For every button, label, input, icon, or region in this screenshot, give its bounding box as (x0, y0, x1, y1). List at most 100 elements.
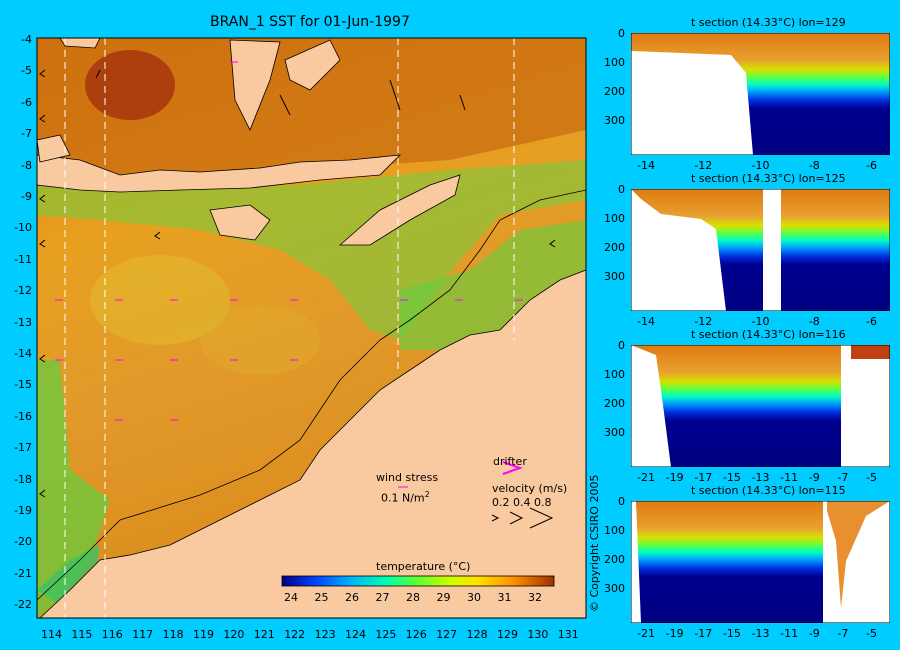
section-y-tick: 300 (604, 582, 625, 595)
section-y-tick: 300 (604, 114, 625, 127)
section-y-tick: 100 (604, 56, 625, 69)
section-x-tick: -11 (780, 627, 799, 640)
lat-tick: -22 (14, 598, 32, 612)
section-y-tick: 100 (604, 368, 625, 381)
section-panel (631, 501, 890, 623)
lat-tick: -4 (21, 33, 32, 46)
section-y-tick: 300 (604, 270, 625, 283)
lat-tick: -10 (14, 221, 32, 235)
colorbar-tick: 25 (314, 591, 329, 604)
lon-tick: 114 (41, 628, 62, 641)
section-x-tick: -13 (751, 627, 770, 640)
lat-tick: -11 (14, 252, 32, 266)
lon-tick: 128 (466, 628, 488, 641)
lon-tick: 119 (193, 628, 214, 641)
section-panel (631, 189, 890, 311)
lon-tick: 115 (71, 628, 93, 641)
section-x-tick: -17 (694, 627, 713, 640)
sulawesi-land (229, 39, 281, 131)
lat-tick: -13 (14, 315, 32, 329)
lat-tick: -20 (14, 535, 32, 549)
copyright: © Copyright CSIRO 2005 (588, 474, 601, 612)
lat-tick: -17 (14, 441, 32, 455)
section-y-tick: 0 (618, 27, 625, 40)
lon-tick: 123 (314, 628, 336, 641)
lat-tick: -19 (14, 504, 32, 517)
section-x-tick: -6 (866, 315, 877, 328)
velocity-label: velocity (m/s) (492, 482, 568, 495)
colorbar-tick: 26 (345, 591, 359, 604)
drifter-icon (502, 461, 524, 475)
section-x-tick: -7 (837, 471, 849, 484)
lat-tick: -16 (14, 409, 32, 423)
colorbar-title: temperature (°C) (376, 560, 471, 573)
section-x-tick: -15 (722, 627, 741, 640)
section-x-tick: -21 (637, 471, 655, 484)
wind-stress-label: wind stress (376, 471, 439, 484)
sst-map (36, 37, 587, 619)
section-y-tick: 200 (604, 397, 625, 410)
section-x-tick: -7 (837, 627, 849, 640)
section-x-tick: -5 (866, 627, 877, 640)
section-x-tick: -10 (751, 315, 770, 328)
section-x-tick: -12 (694, 315, 713, 328)
lat-tick: -9 (21, 190, 32, 203)
section-x-tick: -14 (637, 159, 655, 172)
drifter-label: drifter (493, 455, 527, 468)
lon-tick: 127 (436, 628, 458, 641)
section-x-tick: -11 (780, 471, 799, 484)
section-x-tick: -8 (808, 159, 820, 172)
lon-tick: 124 (345, 628, 366, 641)
lat-tick: -18 (14, 472, 32, 486)
lat-tick: -21 (14, 566, 32, 580)
section-y-tick: 0 (618, 495, 625, 508)
lon-tick: 121 (253, 628, 275, 641)
section-y-tick: 300 (604, 426, 625, 439)
colorbar-tick: 32 (528, 591, 542, 604)
section-y-tick: 100 (604, 524, 625, 537)
lat-tick: -7 (21, 127, 32, 141)
lon-tick: 125 (375, 628, 397, 641)
section-x-tick: -8 (808, 315, 820, 328)
section-x-tick: -15 (722, 471, 741, 484)
section-x-tick: -5 (866, 471, 877, 484)
section-x-tick: -19 (665, 627, 684, 640)
colorbar-tick: 31 (497, 591, 512, 604)
lat-tick: -8 (21, 158, 32, 172)
lon-tick: 130 (527, 628, 549, 641)
section-x-tick: -12 (694, 159, 713, 172)
lat-tick: -12 (14, 284, 32, 298)
lon-tick: 118 (162, 628, 184, 641)
lon-tick: 116 (101, 628, 123, 641)
colorbar-tick: 24 (284, 591, 298, 604)
section-y-tick: 200 (604, 241, 625, 254)
lat-tick: -14 (14, 347, 32, 360)
colorbar-tick: 28 (406, 591, 420, 604)
section-x-tick: -10 (751, 159, 770, 172)
section-panel (631, 33, 890, 155)
section-x-tick: -14 (637, 315, 655, 328)
lon-tick: 120 (223, 628, 245, 641)
section-title: t section (14.33°C) lon=125 (691, 172, 846, 185)
section-title: t section (14.33°C) lon=129 (691, 16, 846, 29)
lat-tick: -5 (21, 64, 32, 78)
lon-tick: 129 (497, 628, 518, 641)
colorbar-tick: 30 (467, 591, 481, 604)
sumba-island (209, 204, 271, 241)
lon-tick: 117 (132, 628, 154, 641)
lon-tick: 131 (557, 628, 579, 641)
section-x-tick: -6 (866, 159, 877, 172)
section-y-tick: 200 (604, 85, 625, 98)
section-y-tick: 0 (618, 183, 625, 196)
section-y-tick: 100 (604, 212, 625, 225)
section-x-tick: -19 (665, 471, 684, 484)
velocity-values: 0.2 0.4 0.8 (492, 496, 552, 509)
section-x-tick: -17 (694, 471, 713, 484)
lon-tick: 122 (284, 628, 306, 641)
section-x-tick: -21 (637, 627, 655, 640)
map-frame (36, 37, 587, 619)
colorbar-tick: 27 (375, 591, 390, 604)
page-title: BRAN_1 SST for 01-Jun-1997 (210, 14, 410, 30)
section-x-tick: -13 (751, 471, 770, 484)
island-north (284, 39, 341, 91)
